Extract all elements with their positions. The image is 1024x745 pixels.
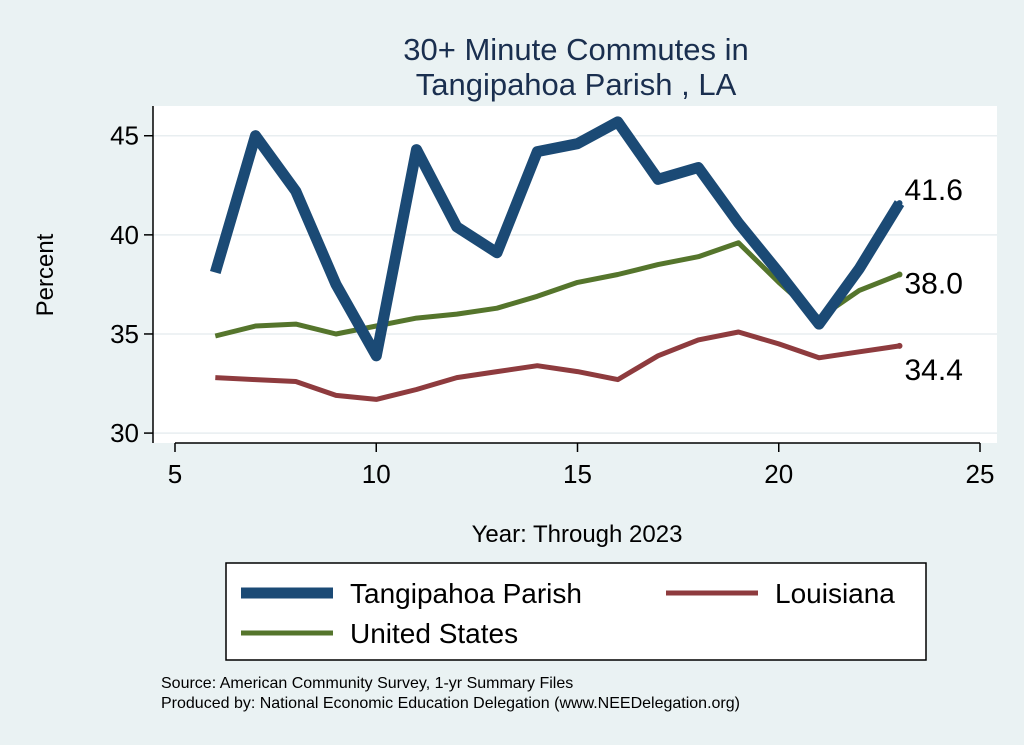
source-note: Source: American Community Survey, 1-yr … <box>161 675 573 692</box>
axes: 30 35 40 45 5 10 15 20 25 <box>110 106 994 489</box>
legend-box <box>225 562 927 661</box>
series-lines <box>210 116 905 402</box>
x-tick-label-10: 10 <box>362 459 391 489</box>
x-tick-label-5: 5 <box>168 459 182 489</box>
series-line-louisiana <box>215 329 900 402</box>
y-tick-label-35: 35 <box>110 319 139 349</box>
plot-area <box>153 106 997 443</box>
y-tick-label-45: 45 <box>110 121 139 151</box>
x-tick-label-15: 15 <box>563 459 592 489</box>
producer-note: Produced by: National Economic Education… <box>161 695 740 712</box>
series-endpoint-louisiana <box>896 342 903 349</box>
y-tick-label-30: 30 <box>110 418 139 448</box>
chart-title-line-1: 30+ Minute Commutes in <box>403 32 748 67</box>
gridlines <box>153 134 997 434</box>
series-endpoint-united-states <box>896 271 903 278</box>
x-axis-label: Year: Through 2023 <box>472 521 683 548</box>
end-labels: 38.0 34.4 41.6 <box>905 174 963 387</box>
chart-title-line-2: Tangipahoa Parish , LA <box>416 67 737 102</box>
series-endpoint-tangipahoa-parish <box>896 200 903 207</box>
end-label-louisiana: 34.4 <box>905 354 963 387</box>
y-axis-label: Percent <box>32 233 59 316</box>
y-tick-label-40: 40 <box>110 220 139 250</box>
legend-label-louisiana: Louisiana <box>775 578 895 609</box>
legend-label-united-states: United States <box>350 618 518 649</box>
legend: Tangipahoa Parish Louisiana United State… <box>225 562 927 661</box>
x-tick-label-25: 25 <box>966 459 995 489</box>
legend-label-tangipahoa: Tangipahoa Parish <box>350 578 582 609</box>
x-tick-label-20: 20 <box>764 459 793 489</box>
end-label-united-states: 38.0 <box>905 268 963 301</box>
end-label-tangipahoa-parish: 41.6 <box>905 174 963 207</box>
series-line-tangipahoa-parish <box>210 116 905 362</box>
